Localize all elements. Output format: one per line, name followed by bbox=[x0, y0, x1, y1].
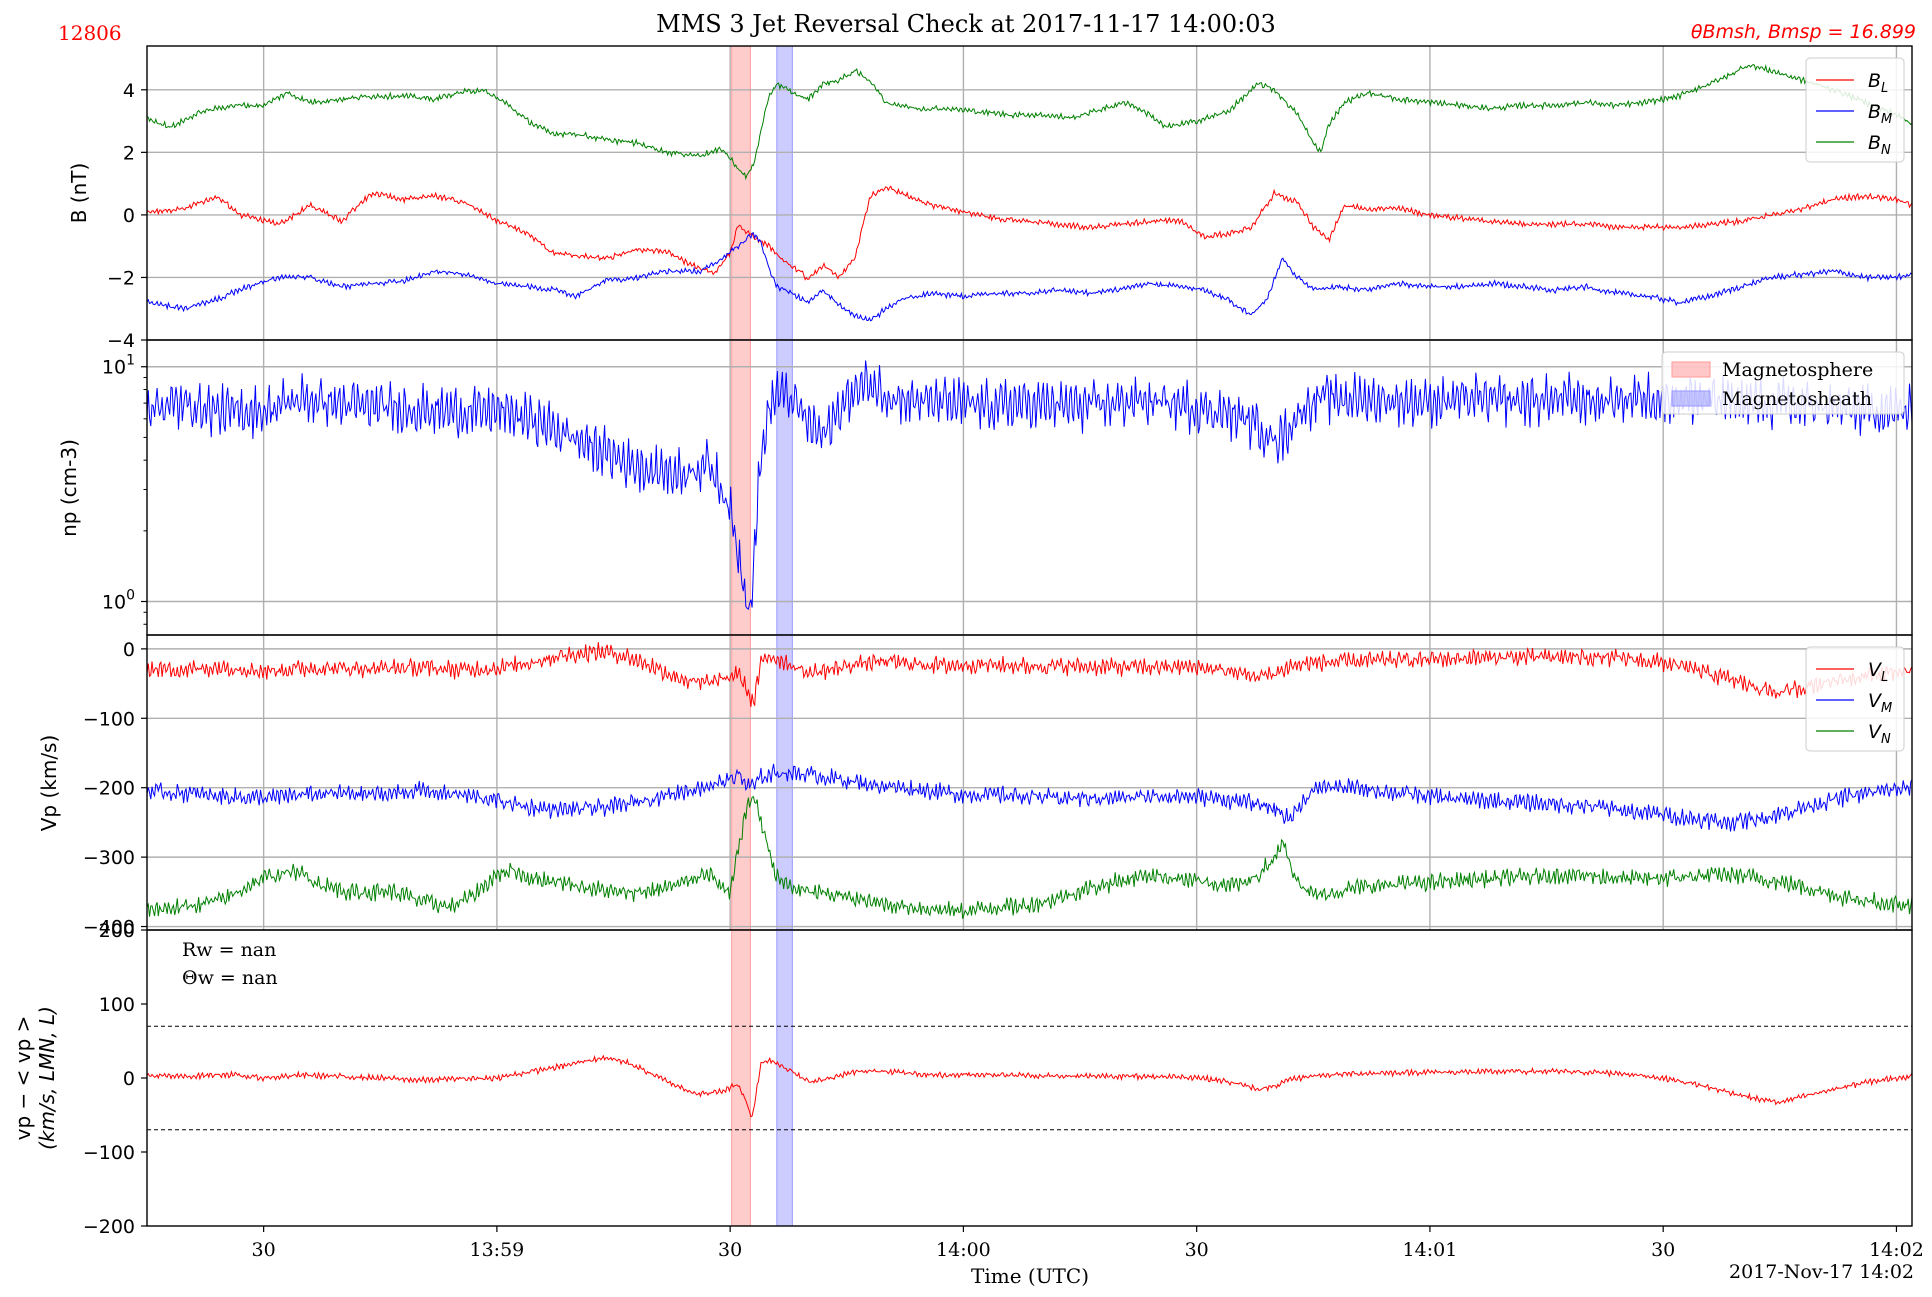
legend-box bbox=[1661, 351, 1905, 415]
velocity-residual-panel: −200 −100 0 100 200 bbox=[83, 920, 1913, 1238]
y-tick-label: −100 bbox=[83, 1142, 135, 1164]
series-line-b-m bbox=[147, 232, 1912, 322]
y-tick-label: −400 bbox=[83, 917, 135, 939]
y-tick-label: 4 bbox=[123, 80, 135, 102]
dvp-ylabel-line2: (km/s, LMN, L) bbox=[35, 1006, 59, 1150]
y-tick-label: −200 bbox=[83, 1216, 135, 1238]
legend-label: Magnetosheath bbox=[1722, 388, 1872, 410]
magnetosheath-interval bbox=[776, 339, 793, 636]
y-tick-label: 100 bbox=[99, 994, 135, 1016]
density-panel: 100 101 Magnetosphere Magnetosheath bbox=[102, 339, 1913, 636]
x-tick-label: 14:02 bbox=[1869, 1239, 1924, 1261]
dvp-ylabel-line1: vp − < vp > bbox=[11, 1016, 35, 1141]
series-line-n-p bbox=[147, 360, 1912, 611]
y-tick-label: −4 bbox=[107, 330, 135, 352]
x-tick-label: 30 bbox=[252, 1239, 276, 1261]
y-tick-label: 100 bbox=[102, 588, 135, 614]
x-tick-label: 30 bbox=[1651, 1239, 1675, 1261]
y-tick-label: 200 bbox=[99, 920, 135, 942]
x-tick-label: 14:00 bbox=[936, 1239, 991, 1261]
x-tick-label: 30 bbox=[1185, 1239, 1209, 1261]
series-line-v-m bbox=[147, 763, 1912, 832]
y-tick-label: −100 bbox=[83, 708, 135, 730]
series-line-v-l bbox=[147, 642, 1912, 707]
axes-frame bbox=[146, 929, 1913, 1227]
y-tick-label: 0 bbox=[123, 1068, 135, 1090]
x-tick-label: 13:59 bbox=[470, 1239, 525, 1261]
magnetosphere-interval bbox=[731, 339, 751, 636]
event-id: 12806 bbox=[58, 21, 122, 45]
x-axis-label: Time (UTC) bbox=[971, 1264, 1089, 1288]
np-ylabel: np (cm-3) bbox=[57, 439, 81, 537]
y-tick-label: −2 bbox=[107, 267, 135, 289]
legend-swatch bbox=[1671, 361, 1711, 378]
x-date-label: 2017-Nov-17 14:02 bbox=[1729, 1261, 1914, 1283]
series-line-b-n bbox=[147, 64, 1912, 181]
legend-label: Magnetosphere bbox=[1722, 359, 1873, 381]
x-tick-label: 14:01 bbox=[1403, 1239, 1458, 1261]
legend-box bbox=[1805, 646, 1905, 752]
series-line-b-l bbox=[147, 185, 1912, 281]
y-tick-label: 2 bbox=[123, 142, 135, 164]
y-tick-label: −300 bbox=[83, 847, 135, 869]
magnetosheath-interval bbox=[776, 929, 793, 1227]
figure-title: MMS 3 Jet Reversal Check at 2017-11-17 1… bbox=[656, 10, 1276, 38]
magnetosphere-interval bbox=[731, 929, 751, 1227]
x-tick-label: 30 bbox=[718, 1239, 742, 1261]
y-tick-label: 101 bbox=[102, 353, 135, 379]
angle-label: θBmsh, Bmsp = 16.899 bbox=[1691, 21, 1916, 43]
legend-box bbox=[1805, 57, 1905, 163]
legend-swatch bbox=[1671, 390, 1711, 407]
series-line-v-n bbox=[147, 796, 1912, 919]
vp-ylabel: Vp (km/s) bbox=[37, 735, 61, 832]
thetaw-annotation: Θw = nan bbox=[182, 967, 278, 989]
x-tick-labels: 30 13:59 30 14:00 30 14:01 30 14:02 bbox=[252, 1239, 1924, 1261]
b-ylabel: B (nT) bbox=[67, 163, 91, 224]
series-line-dv-l bbox=[147, 1054, 1912, 1118]
y-tick-label: 0 bbox=[123, 639, 135, 661]
y-tick-label: −200 bbox=[83, 778, 135, 800]
axes-frame bbox=[146, 339, 1913, 636]
rw-annotation: Rw = nan bbox=[182, 939, 276, 961]
y-tick-label: 0 bbox=[123, 205, 135, 227]
